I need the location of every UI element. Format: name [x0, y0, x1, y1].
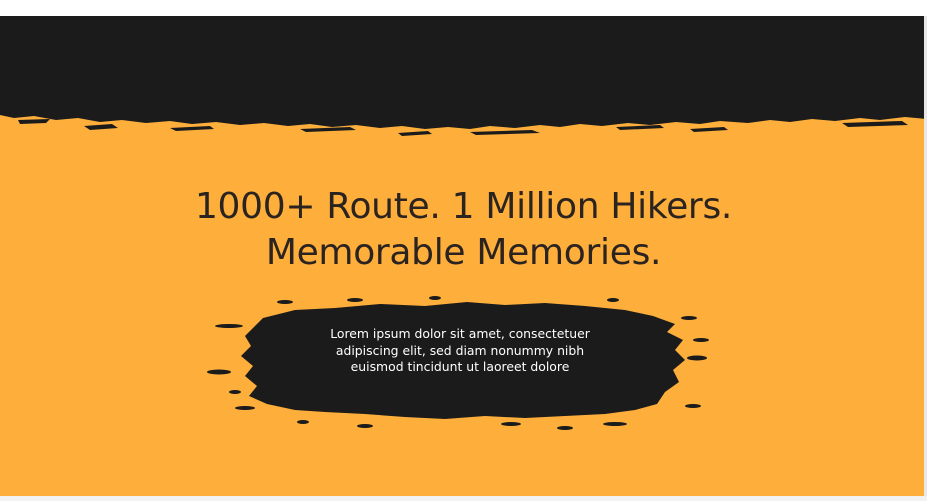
hero-section: 1000+ Route. 1 Million Hikers. Memorable… [0, 16, 927, 496]
torn-paper-band [0, 16, 927, 136]
description-line-1: Lorem ipsum dolor sit amet, consectetuer [330, 326, 590, 341]
ink-splat-backdrop [207, 296, 709, 430]
window-edge [924, 16, 927, 496]
description-line-3: euismod tincidunt ut laoreet dolore [350, 359, 570, 374]
description-line-2: adipiscing elit, sed diam nonummy nibh [335, 342, 585, 358]
bottom-edge [0, 496, 927, 501]
hero-headline: 1000+ Route. 1 Million Hikers. Memorable… [0, 184, 927, 276]
headline-line-1: 1000+ Route. 1 Million Hikers. [194, 186, 733, 227]
ink-splat-card: Lorem ipsum dolor sit amet, consectetuer… [205, 296, 715, 436]
hero-description: Lorem ipsum dolor sit amet, consectetuer… [205, 326, 715, 376]
headline-line-2: Memorable Memories. [265, 232, 662, 273]
